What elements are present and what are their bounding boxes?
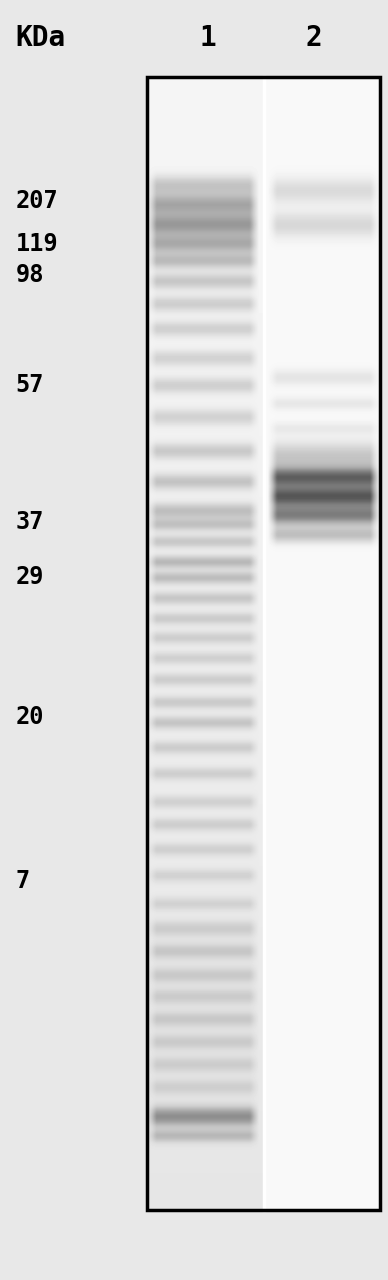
Text: 29: 29 <box>16 566 44 590</box>
Bar <box>147 77 380 1210</box>
Text: 2: 2 <box>306 24 323 52</box>
Text: KDa: KDa <box>16 24 66 52</box>
Text: 20: 20 <box>16 705 44 728</box>
Text: 37: 37 <box>16 509 44 534</box>
Text: 1: 1 <box>199 24 216 52</box>
Text: 207: 207 <box>16 189 58 214</box>
Bar <box>147 77 380 1210</box>
Text: 98: 98 <box>16 264 44 287</box>
Text: 7: 7 <box>16 869 30 893</box>
Text: 119: 119 <box>16 233 58 256</box>
Text: 57: 57 <box>16 372 44 397</box>
